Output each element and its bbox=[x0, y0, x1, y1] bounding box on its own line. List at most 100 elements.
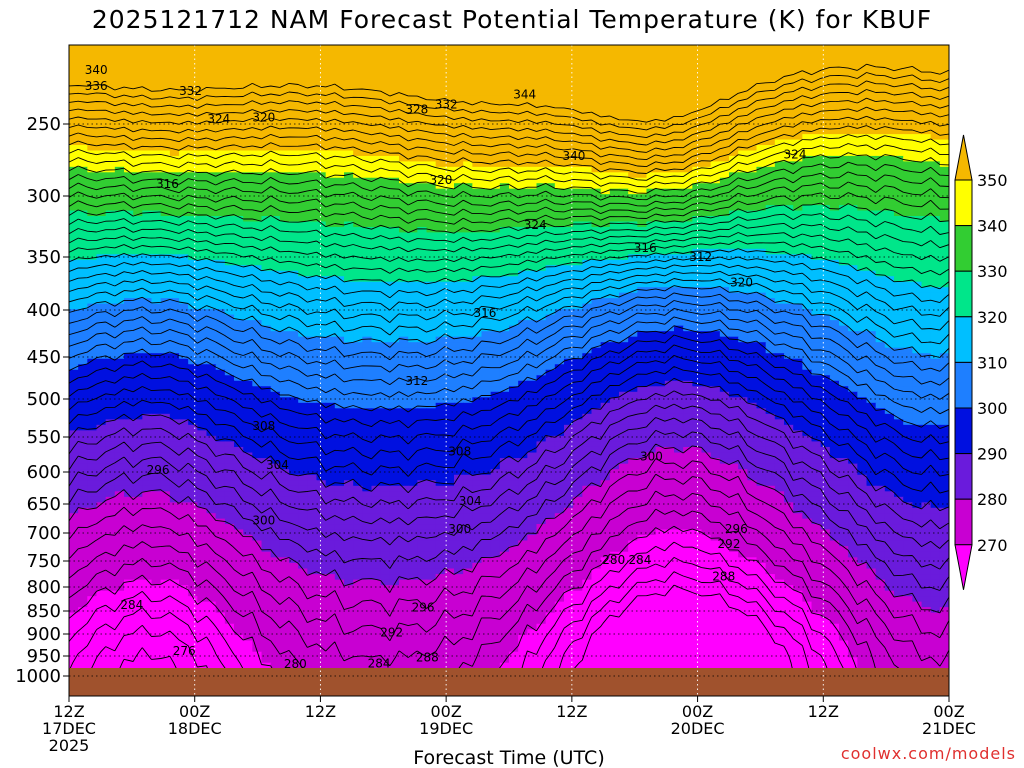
band-cell bbox=[325, 199, 336, 206]
band-cell bbox=[655, 128, 666, 135]
band-cell bbox=[234, 45, 244, 48]
band-cell bbox=[930, 226, 941, 234]
band-cell bbox=[509, 194, 519, 201]
band-cell bbox=[930, 188, 941, 195]
band-cell bbox=[545, 276, 556, 283]
band-cell bbox=[389, 101, 400, 108]
band-cell bbox=[96, 303, 107, 310]
band-cell bbox=[518, 254, 528, 261]
band-cell bbox=[554, 74, 565, 81]
band-cell bbox=[334, 46, 345, 53]
band-cell bbox=[738, 45, 748, 48]
band-cell bbox=[215, 46, 226, 53]
band-cell bbox=[912, 101, 923, 108]
band-cell bbox=[674, 52, 684, 59]
band-cell bbox=[545, 188, 556, 195]
band-cell bbox=[609, 101, 620, 108]
band-cell bbox=[87, 145, 98, 152]
band-cell bbox=[69, 166, 79, 173]
band-cell bbox=[903, 194, 913, 201]
band-cell bbox=[573, 270, 583, 277]
band-cell bbox=[848, 95, 858, 102]
band-cell bbox=[289, 216, 299, 223]
band-cell bbox=[334, 112, 345, 119]
band-cell bbox=[848, 172, 858, 179]
band-cell bbox=[921, 155, 932, 162]
band-cell bbox=[289, 52, 299, 59]
band-cell bbox=[839, 232, 849, 239]
band-cell bbox=[912, 276, 923, 283]
band-cell bbox=[353, 52, 363, 59]
band-cell bbox=[609, 270, 620, 277]
band-cell bbox=[729, 112, 739, 119]
band-cell bbox=[325, 123, 336, 130]
band-cell bbox=[784, 243, 794, 250]
band-cell bbox=[481, 57, 492, 64]
band-cell bbox=[243, 298, 253, 305]
band-cell bbox=[839, 177, 849, 184]
band-cell bbox=[298, 84, 308, 92]
band-cell bbox=[499, 45, 510, 48]
band-cell bbox=[472, 259, 483, 266]
band-cell bbox=[206, 63, 217, 70]
band-cell bbox=[747, 52, 758, 59]
band-cell bbox=[655, 248, 666, 255]
band-cell bbox=[619, 210, 629, 217]
band-cell bbox=[179, 298, 189, 305]
band-cell bbox=[142, 134, 153, 141]
band-cell bbox=[444, 161, 455, 168]
band-cell bbox=[142, 117, 153, 124]
band-cell bbox=[839, 259, 849, 266]
band-cell bbox=[105, 117, 116, 124]
band-cell bbox=[619, 145, 629, 152]
band-cell bbox=[325, 134, 336, 141]
band-cell bbox=[710, 270, 721, 277]
band-cell bbox=[546, 36, 556, 42]
band-cell bbox=[582, 237, 593, 244]
band-cell bbox=[270, 101, 281, 108]
band-cell bbox=[866, 101, 877, 108]
band-cell bbox=[499, 287, 510, 294]
band-cell bbox=[765, 194, 776, 201]
band-cell bbox=[472, 309, 483, 316]
band-cell bbox=[710, 298, 721, 305]
band-cell bbox=[344, 183, 354, 190]
band-cell bbox=[234, 134, 244, 141]
band-cell bbox=[848, 161, 858, 168]
band-cell bbox=[316, 298, 327, 305]
band-cell bbox=[701, 216, 712, 223]
band-cell bbox=[417, 199, 428, 206]
band-cell bbox=[298, 205, 308, 212]
band-cell bbox=[912, 232, 923, 239]
band-cell bbox=[756, 199, 767, 206]
band-cell bbox=[637, 84, 648, 92]
band-cell bbox=[316, 84, 327, 92]
band-cell bbox=[829, 150, 840, 157]
band-cell bbox=[215, 254, 226, 261]
band-cell bbox=[738, 243, 748, 250]
band-cell bbox=[582, 292, 593, 299]
band-cell bbox=[582, 166, 593, 173]
band-cell bbox=[252, 101, 263, 108]
band-cell bbox=[573, 90, 583, 97]
band-cell bbox=[316, 265, 327, 272]
band-cell bbox=[518, 221, 528, 228]
band-cell bbox=[820, 128, 831, 135]
band-cell bbox=[793, 79, 803, 86]
band-cell bbox=[839, 281, 849, 288]
band-cell bbox=[765, 216, 776, 223]
band-cell bbox=[114, 145, 125, 152]
band-cell bbox=[362, 128, 373, 135]
band-cell bbox=[664, 265, 675, 272]
band-cell bbox=[124, 52, 134, 59]
band-cell bbox=[811, 90, 822, 97]
band-cell bbox=[261, 314, 272, 321]
band-cell bbox=[719, 45, 730, 48]
band-cell bbox=[600, 57, 611, 64]
band-cell bbox=[701, 292, 712, 299]
band-cell bbox=[930, 183, 941, 190]
band-cell bbox=[591, 216, 602, 223]
band-cell bbox=[536, 210, 547, 217]
band-cell bbox=[169, 155, 180, 162]
band-cell bbox=[151, 57, 162, 64]
